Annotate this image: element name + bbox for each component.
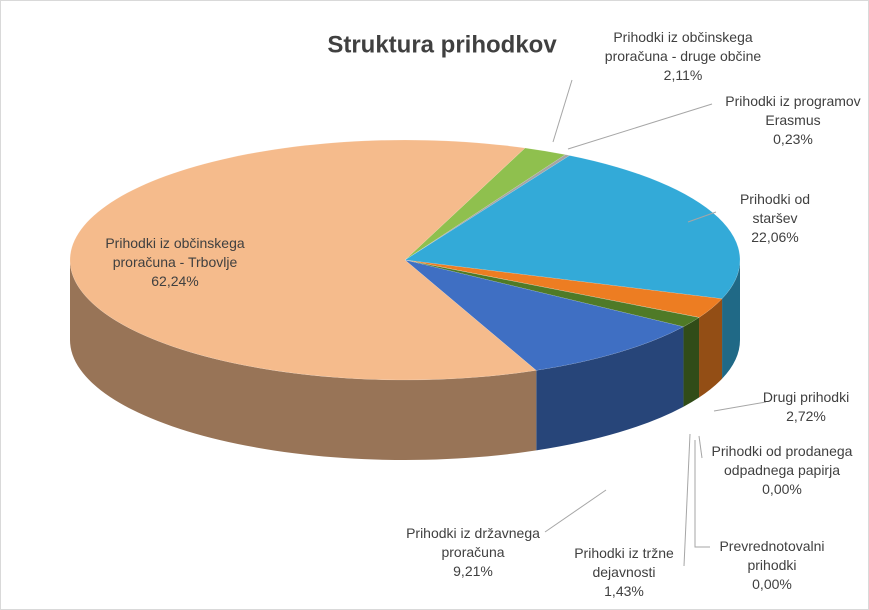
category-label: Prihodki iz občinskega proračuna - Trbov…: [105, 235, 245, 270]
leader-line: [698, 435, 703, 459]
data-label: Prihodki od prodanega odpadnega papirja 0…: [697, 442, 867, 499]
value-label: 9,21%: [453, 563, 493, 579]
leader-line: [683, 433, 691, 567]
data-label: Prihodki iz državnega proračuna 9,21%: [393, 524, 553, 581]
value-label: 1,43%: [604, 583, 644, 599]
data-label: Prihodki od staršev 22,06%: [725, 190, 825, 247]
data-label: Prihodki iz občinskega proračuna - Trbov…: [85, 234, 265, 291]
leader-line: [694, 440, 710, 548]
slice: [404, 154, 571, 261]
slice-side: [536, 326, 684, 451]
leader-lines: [544, 79, 767, 567]
value-label: 62,24%: [151, 273, 199, 289]
value-label: 0,00%: [752, 576, 792, 592]
leader-line: [687, 211, 717, 223]
data-label: Drugi prihodki 2,72%: [751, 388, 861, 426]
value-label: 2,72%: [786, 408, 826, 424]
category-label: Drugi prihodki: [762, 389, 850, 405]
value-label: 0,00%: [762, 481, 802, 497]
slice-side: [70, 260, 537, 460]
category-label: Prihodki od staršev: [739, 191, 811, 226]
value-label: 22,06%: [751, 229, 799, 245]
data-label: Prihodki iz tržne dejavnosti 1,43%: [564, 544, 684, 601]
value-label: 2,11%: [663, 67, 703, 83]
leader-line: [544, 489, 607, 533]
category-label: Prihodki iz državnega proračuna: [406, 525, 540, 560]
slice-side: [722, 260, 740, 379]
leader-line: [713, 401, 767, 412]
slice: [69, 139, 537, 381]
slices: [69, 139, 741, 460]
data-label: Prevrednotovalni prihodki 0,00%: [707, 537, 837, 594]
slice: [404, 259, 723, 318]
chart-title: Struktura prihodkov: [327, 31, 557, 58]
leader-line: [567, 103, 713, 150]
slice-side: [699, 298, 723, 398]
category-label: Prihodki iz programov Erasmus: [725, 93, 861, 128]
slice: [404, 155, 741, 300]
category-label: Prihodki iz občinskega proračuna - druge…: [604, 29, 762, 64]
data-label: Prihodki iz občinskega proračuna - druge…: [596, 28, 771, 85]
slice: [404, 259, 700, 327]
slice: [404, 259, 685, 371]
category-label: Prihodki od prodanega odpadnega papirja: [711, 443, 853, 478]
slice: [404, 147, 566, 261]
category-label: Prihodki iz tržne dejavnosti: [574, 545, 674, 580]
data-label: Prihodki iz programov Erasmus 0,23%: [708, 92, 869, 149]
category-label: Prevrednotovalni prihodki: [719, 538, 825, 573]
slice-side: [683, 317, 700, 407]
value-label: 0,23%: [773, 131, 813, 147]
leader-line: [552, 79, 573, 143]
